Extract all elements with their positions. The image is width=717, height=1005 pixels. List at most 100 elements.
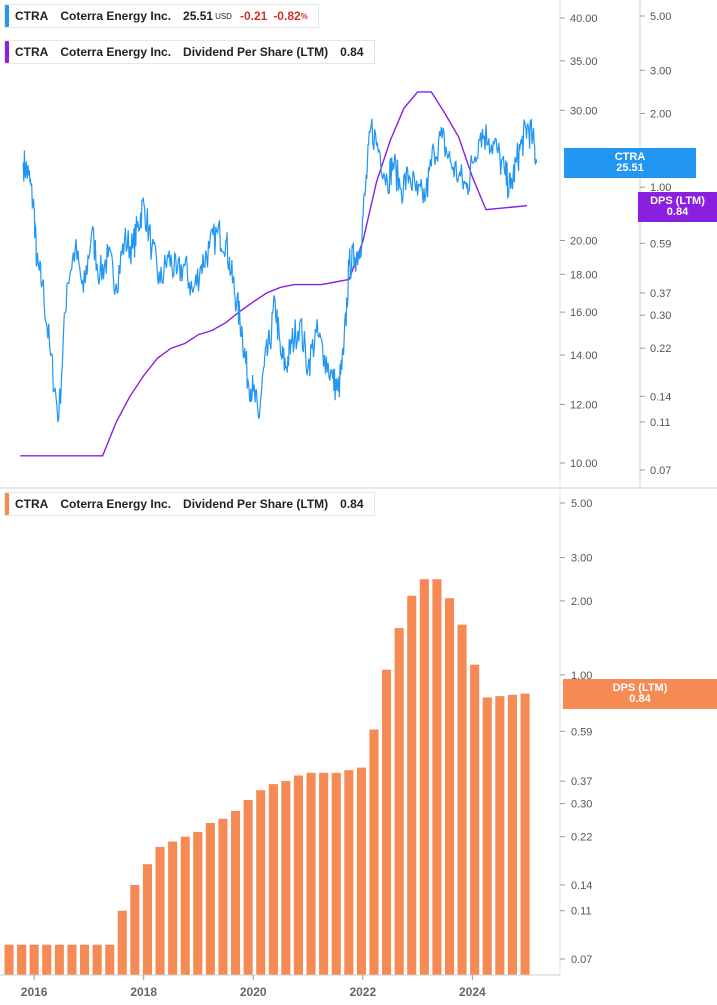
dps-bottom-tick-label: 3.00 — [571, 553, 592, 565]
dps-bar — [243, 800, 253, 975]
dps-top-tick-label: 0.11 — [650, 417, 671, 429]
dps-badge-top-label: DPS (LTM) — [650, 195, 705, 207]
price-tick-label: 12.00 — [570, 399, 598, 411]
dps-bar — [432, 579, 442, 975]
price-line — [22, 118, 538, 423]
price-tick-label: 20.00 — [570, 236, 598, 248]
dps-bar — [356, 767, 366, 975]
dps-bar — [105, 944, 115, 975]
legend-price: 25.51 — [183, 9, 214, 23]
dps-top-tick-label: 0.07 — [650, 465, 671, 477]
x-tick-label: 2018 — [130, 985, 157, 999]
dps-bottom-tick-label: 0.59 — [571, 726, 592, 738]
dps-badge-bottom-value: 0.84 — [629, 693, 651, 705]
dps-series-path — [20, 91, 528, 457]
dps-top-tick-label: 1.00 — [650, 182, 671, 194]
legend-value: 0.84 — [340, 45, 364, 59]
price-tick-label: 30.00 — [570, 105, 598, 117]
price-badge-value: 25.51 — [616, 162, 644, 174]
dps-bar — [231, 810, 241, 975]
legend-currency: USD — [215, 11, 232, 21]
dps-bar — [470, 664, 480, 975]
dps-bar — [29, 944, 39, 975]
x-tick-label: 2020 — [240, 985, 267, 999]
dps-bottom-tick-label: 0.30 — [571, 799, 592, 811]
dps-bar-swatch — [5, 493, 9, 515]
dps-bar — [155, 846, 165, 975]
legend-change: -0.21 — [239, 9, 268, 23]
dps-bottom-tick-label: 0.07 — [571, 954, 592, 966]
dps-line-swatch — [5, 41, 9, 63]
dps-bars: 0.81 — [4, 579, 590, 975]
dps-top-tick-label: 0.14 — [650, 391, 671, 403]
dps-bar — [520, 693, 530, 975]
dps-bar — [92, 944, 102, 975]
x-axis: 2016 2018 2020 2022 2024 — [21, 975, 486, 999]
price-swatch — [5, 5, 9, 27]
dps-legend-bottom[interactable]: CTRA Coterra Energy Inc. Dividend Per Sh… — [4, 492, 375, 516]
price-badge-label: CTRA — [614, 151, 646, 163]
dps-bar — [130, 885, 140, 975]
dps-top-tick-label: 3.00 — [650, 65, 671, 77]
legend-metric: Dividend Per Share (LTM) — [183, 497, 329, 511]
dps-bar — [54, 944, 64, 975]
dps-bar — [281, 781, 291, 975]
dps-bar — [419, 579, 429, 975]
legend-pct-sign: % — [300, 11, 308, 21]
dps-bar — [344, 770, 354, 975]
legend-ticker: CTRA — [15, 497, 49, 511]
price-legend[interactable]: CTRA Coterra Energy Inc. 25.51 USD -0.21… — [4, 4, 319, 28]
dps-bottom-tick-label: 2.00 — [571, 596, 592, 608]
dps-bottom-tick-label: 1.00 — [571, 670, 592, 682]
dps-bar — [495, 696, 505, 975]
dps-bar — [180, 836, 190, 975]
dps-top-tick-label: 5.00 — [650, 11, 671, 23]
dps-top-tick-label: 0.59 — [650, 238, 671, 250]
dps-bar — [293, 775, 303, 975]
x-tick-label: 2022 — [349, 985, 376, 999]
dps-top-tick-label: 0.30 — [650, 310, 671, 322]
legend-metric: Dividend Per Share (LTM) — [183, 45, 329, 59]
price-badge: CTRA 25.51 — [564, 148, 696, 178]
dps-badge-top: DPS (LTM) 0.84 — [638, 192, 717, 222]
dps-bar — [331, 772, 341, 975]
price-series-path — [22, 118, 538, 423]
top-panel-axes: 40.00 35.00 30.00 20.00 18.00 16.00 14.00 12.00… — [0, 0, 717, 489]
price-tick-label: 18.00 — [570, 269, 598, 281]
dps-bar — [382, 669, 392, 975]
dps-bar — [218, 818, 228, 975]
dps-legend-top[interactable]: CTRA Coterra Energy Inc. Dividend Per Sh… — [4, 40, 375, 64]
legend-change-pct: -0.82 — [273, 9, 301, 23]
price-tick-label: 14.00 — [570, 350, 598, 362]
dps-bar — [445, 598, 455, 975]
dps-bar — [205, 823, 215, 975]
dps-top-tick-label: 0.37 — [650, 288, 671, 300]
dps-top-tick-label: 0.22 — [650, 343, 671, 355]
dps-bar — [117, 910, 127, 975]
dps-bar — [482, 697, 492, 975]
price-tick-label: 40.00 — [570, 13, 598, 25]
dps-bottom-tick-label: 0.22 — [571, 832, 592, 844]
dps-bar — [268, 784, 278, 975]
dps-badge-bottom-label: DPS (LTM) — [612, 682, 668, 694]
legend-ticker: CTRA — [15, 45, 49, 59]
legend-company: Coterra Energy Inc. — [60, 9, 172, 23]
dps-bottom-tick-label: 0.14 — [571, 880, 592, 892]
x-tick-label: 2024 — [459, 985, 486, 999]
dps-badge-bottom: DPS (LTM) 0.84 — [563, 679, 717, 709]
dps-bar — [80, 944, 90, 975]
dps-bar — [319, 772, 329, 975]
price-tick-label: 35.00 — [570, 56, 598, 68]
dps-bar — [369, 729, 379, 975]
legend-ticker: CTRA — [15, 9, 49, 23]
dps-bar — [168, 841, 178, 975]
dps-bar — [17, 944, 27, 975]
dps-overlay-line — [20, 91, 528, 457]
dps-bar — [42, 944, 52, 975]
price-tick-label: 16.00 — [570, 307, 598, 319]
dps-bar — [457, 624, 467, 975]
price-tick-label: 10.00 — [570, 458, 598, 470]
dps-badge-top-value: 0.84 — [666, 206, 689, 218]
legend-company: Coterra Energy Inc. — [60, 497, 172, 511]
